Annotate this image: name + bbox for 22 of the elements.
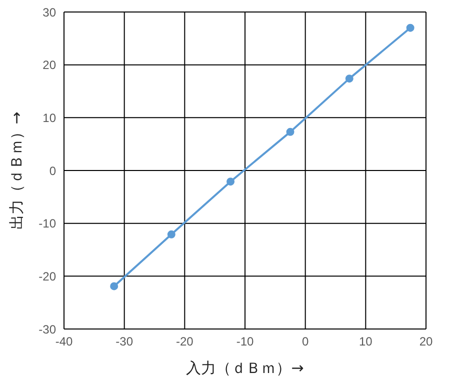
y-tick-label: 30 (42, 5, 56, 20)
x-axis-title: 入力（ｄＢｍ）→ (186, 359, 304, 377)
y-tick-label: -10 (38, 216, 56, 231)
x-tick-label: 10 (358, 334, 373, 349)
point (345, 74, 354, 83)
point (167, 230, 176, 238)
y-tick-label: -20 (38, 269, 56, 284)
point (286, 128, 294, 136)
x-tick-label: 20 (419, 334, 433, 349)
y-tick-label: 10 (42, 110, 56, 125)
x-tick-label: -30 (116, 334, 134, 349)
x-tick-label: 0 (302, 334, 309, 349)
y-tick-label: 20 (42, 58, 56, 72)
y-tick-label: -30 (38, 322, 56, 336)
y-axis-title: 出力（ｄＢｍ）→ (7, 112, 26, 230)
point (226, 178, 235, 186)
x-tick-label: -10 (236, 334, 254, 349)
y-tick-label: 0 (49, 164, 56, 178)
point (110, 282, 118, 290)
x-tick-label: -20 (176, 334, 194, 349)
point (406, 24, 414, 32)
x-tick-label: -40 (55, 334, 73, 349)
